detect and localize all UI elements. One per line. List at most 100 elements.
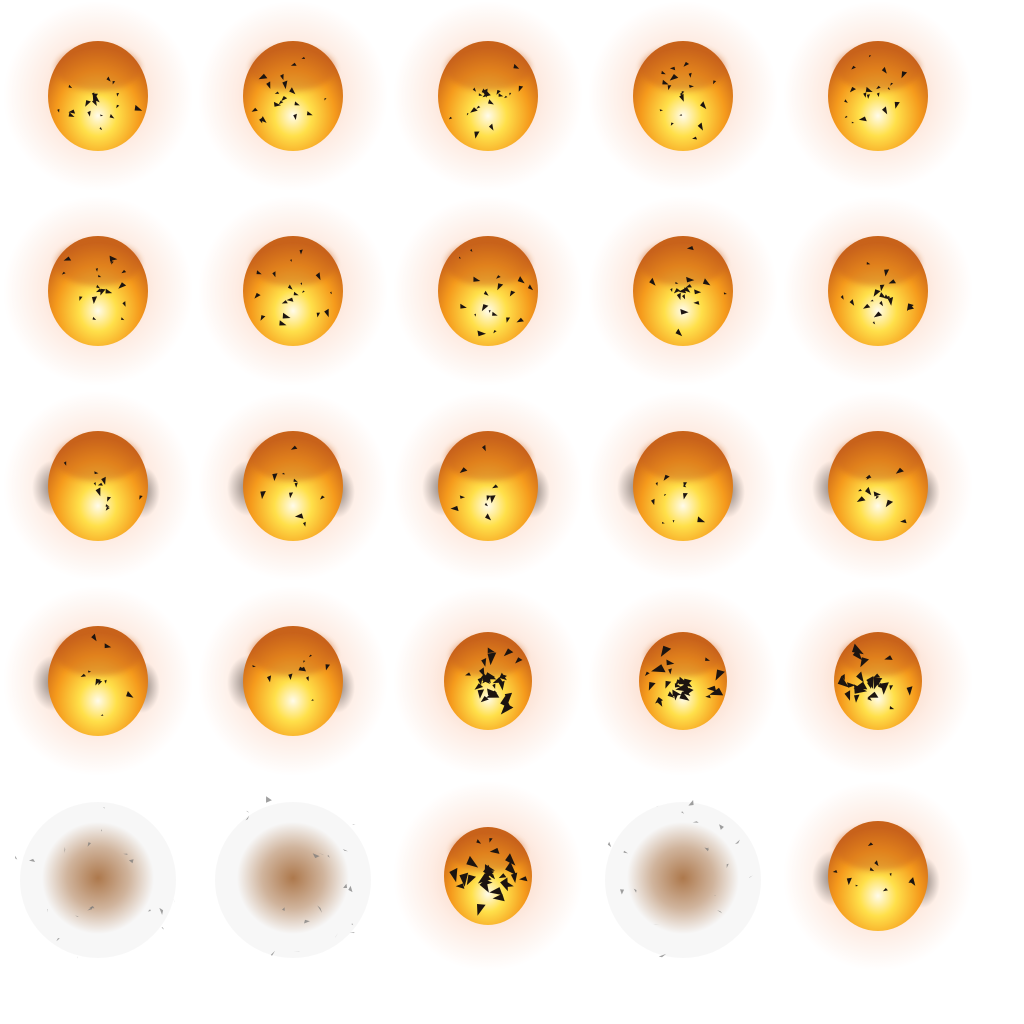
debris-chunk bbox=[488, 309, 491, 313]
debris-chunk bbox=[873, 289, 881, 297]
debris-chunk bbox=[88, 670, 92, 673]
debris-chunk bbox=[272, 473, 278, 481]
debris-chunk bbox=[116, 93, 120, 97]
debris-chunk bbox=[98, 274, 102, 278]
debris-chunk bbox=[300, 282, 302, 286]
debris-chunk bbox=[884, 294, 890, 300]
debris-chunk bbox=[719, 824, 724, 830]
debris-chunk bbox=[245, 815, 250, 821]
debris-chunk bbox=[294, 482, 298, 488]
debris-chunk bbox=[655, 482, 658, 486]
explosion-sprite bbox=[3, 1, 193, 191]
explosion-frame-8 bbox=[390, 195, 585, 390]
debris-chunk bbox=[680, 309, 689, 315]
debris-chunk bbox=[844, 690, 851, 701]
debris-chunk bbox=[697, 122, 703, 131]
debris-chunk bbox=[620, 889, 625, 895]
debris-chunk bbox=[85, 100, 91, 107]
debris-chunk bbox=[660, 645, 672, 657]
explosion-frame-7 bbox=[195, 195, 390, 390]
explosion-frame-9 bbox=[585, 195, 780, 390]
debris-chunk bbox=[854, 694, 860, 703]
explosion-frame-19 bbox=[585, 585, 780, 780]
debris-chunk bbox=[147, 909, 151, 912]
debris-chunk bbox=[99, 127, 103, 131]
debris-chunk bbox=[889, 706, 895, 710]
debris-chunk bbox=[844, 99, 848, 103]
explosion-sprite bbox=[198, 391, 388, 581]
explosion-frame-10 bbox=[780, 195, 975, 390]
debris-chunk bbox=[481, 658, 487, 667]
debris-chunk bbox=[87, 907, 92, 911]
debris-chunk bbox=[873, 311, 883, 318]
debris-chunk bbox=[676, 292, 681, 300]
debris-chunk bbox=[888, 279, 896, 284]
debris-chunk bbox=[726, 863, 729, 868]
debris-chunk bbox=[95, 678, 101, 686]
debris-chunk bbox=[837, 675, 849, 688]
debris-chunk bbox=[713, 80, 717, 85]
debris-chunk bbox=[872, 321, 876, 325]
debris-chunk bbox=[459, 495, 465, 499]
debris-chunk bbox=[887, 297, 894, 306]
explosion-frame-6 bbox=[0, 195, 195, 390]
debris-chunk bbox=[281, 472, 285, 475]
debris-chunk bbox=[476, 105, 481, 109]
debris-chunk bbox=[506, 317, 511, 323]
debris-chunk bbox=[63, 461, 67, 466]
debris-chunk bbox=[116, 104, 120, 109]
debris-chunk bbox=[484, 502, 488, 507]
debris-chunk bbox=[832, 870, 838, 873]
explosion-sprite bbox=[588, 586, 778, 776]
explosion-sprite bbox=[3, 196, 193, 386]
debris-chunk bbox=[490, 495, 496, 504]
debris-chunk bbox=[103, 807, 106, 809]
debris-chunk bbox=[105, 504, 110, 507]
debris-chunk bbox=[661, 70, 666, 75]
explosion-sprite bbox=[3, 391, 193, 581]
explosion-frame-2 bbox=[195, 0, 390, 195]
debris-chunk bbox=[689, 84, 694, 88]
debris-chunk bbox=[95, 268, 98, 272]
debris-chunk bbox=[303, 521, 306, 527]
debris-chunk bbox=[486, 495, 491, 501]
explosion-frame-4 bbox=[585, 0, 780, 195]
debris-chunk bbox=[866, 476, 870, 480]
debris-chunk bbox=[293, 291, 299, 296]
debris-chunk bbox=[890, 82, 894, 86]
debris-chunk bbox=[91, 633, 97, 642]
debris-chunk bbox=[483, 864, 494, 878]
debris-chunk bbox=[683, 482, 687, 488]
debris-chunk bbox=[693, 301, 700, 305]
debris-chunk bbox=[657, 699, 663, 707]
debris-chunk bbox=[101, 476, 106, 485]
debris-chunk bbox=[315, 272, 321, 281]
debris-chunk bbox=[683, 493, 688, 500]
debris-chunk bbox=[867, 691, 879, 698]
explosion-sprite bbox=[393, 586, 583, 776]
debris-chunk bbox=[670, 288, 673, 292]
debris-chunk bbox=[866, 676, 874, 689]
debris-chunk bbox=[256, 270, 262, 275]
debris-chunk bbox=[895, 467, 904, 474]
debris-chunk bbox=[274, 91, 280, 94]
debris-chunk bbox=[266, 81, 271, 89]
debris-chunk bbox=[104, 643, 112, 649]
debris-chunk bbox=[496, 275, 501, 279]
debris-chunk bbox=[134, 104, 143, 111]
explosion-frame-23 bbox=[390, 780, 585, 975]
debris-chunk bbox=[111, 261, 114, 265]
debris-chunk bbox=[288, 673, 293, 680]
debris-chunk bbox=[273, 101, 281, 107]
debris-chunk bbox=[488, 123, 494, 131]
debris-chunk bbox=[662, 521, 665, 524]
debris-chunk bbox=[705, 657, 710, 661]
debris-chunk bbox=[518, 85, 524, 92]
debris-chunk bbox=[327, 854, 330, 858]
debris-chunk bbox=[87, 842, 91, 847]
debris-chunk bbox=[852, 648, 863, 661]
explosion-sprite bbox=[3, 586, 193, 776]
debris-chunk bbox=[668, 668, 672, 675]
debris-chunk bbox=[723, 292, 727, 295]
